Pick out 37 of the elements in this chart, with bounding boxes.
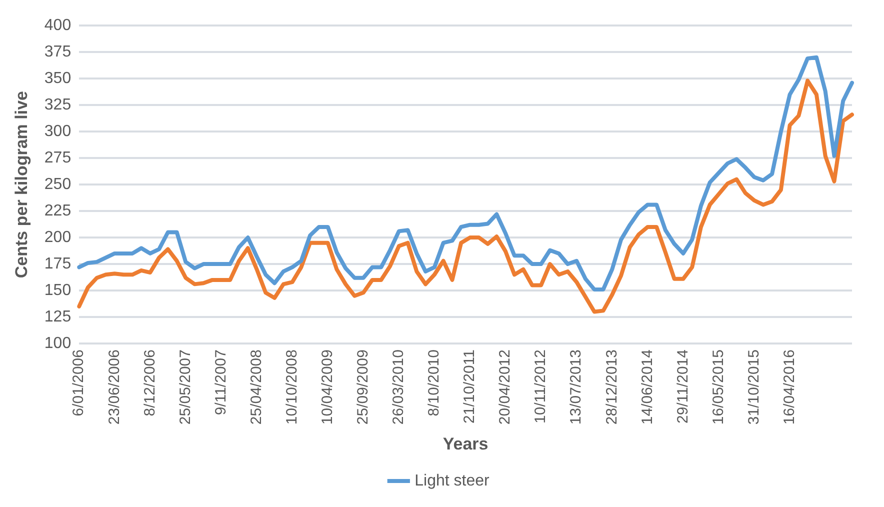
- y-tick-label: 125: [44, 308, 72, 326]
- y-tick-label: 200: [44, 228, 72, 246]
- x-tick-label: 10/11/2012: [532, 350, 550, 424]
- y-tick-label: 225: [44, 202, 72, 220]
- legend-label: Light steer: [414, 472, 490, 490]
- y-axis-title: Cents per kilogram live: [12, 91, 31, 278]
- x-tick-label: 8/10/2010: [426, 350, 443, 416]
- x-tick-label: 29/11/2014: [674, 350, 692, 424]
- x-tick-label: 16/04/2016: [780, 350, 798, 425]
- x-tick-label: 10/04/2009: [318, 350, 336, 425]
- x-tick-label: 21/10/2011: [461, 350, 478, 424]
- x-tick-label: 23/06/2006: [106, 350, 123, 425]
- y-tick-label: 150: [44, 282, 72, 299]
- x-tick-label: 8/12/2006: [141, 350, 158, 416]
- y-tick-label: 325: [44, 96, 72, 114]
- x-axis-title: Years: [442, 434, 488, 454]
- y-tick-label: 350: [44, 70, 72, 87]
- x-tick-label: 16/05/2015: [710, 350, 727, 425]
- x-tick-label: 31/10/2015: [745, 350, 762, 425]
- x-tick-label: 13/07/2013: [568, 350, 585, 425]
- x-tick-label: 28/12/2013: [603, 350, 620, 425]
- y-tick-label: 375: [44, 44, 72, 60]
- x-tick-label: 6/01/2006: [70, 350, 88, 416]
- y-tick-label: 275: [44, 149, 72, 166]
- x-tick-label: 25/05/2007: [176, 350, 194, 425]
- x-tick-label: 10/10/2008: [283, 350, 300, 425]
- y-tick-label: 175: [44, 255, 72, 272]
- x-tick-label: 9/11/2007: [212, 350, 230, 416]
- x-tick-label: 20/04/2012: [496, 350, 514, 425]
- y-tick-label: 250: [44, 176, 72, 193]
- y-tick-label: 100: [44, 334, 72, 352]
- y-tick-label: 400: [44, 17, 72, 34]
- x-tick-label: 25/04/2008: [248, 350, 265, 425]
- y-tick-label: 300: [44, 122, 72, 140]
- x-tick-label: 25/09/2009: [354, 350, 372, 425]
- x-tick-label: 26/03/2010: [390, 350, 408, 425]
- x-tick-label: 14/06/2014: [638, 350, 656, 425]
